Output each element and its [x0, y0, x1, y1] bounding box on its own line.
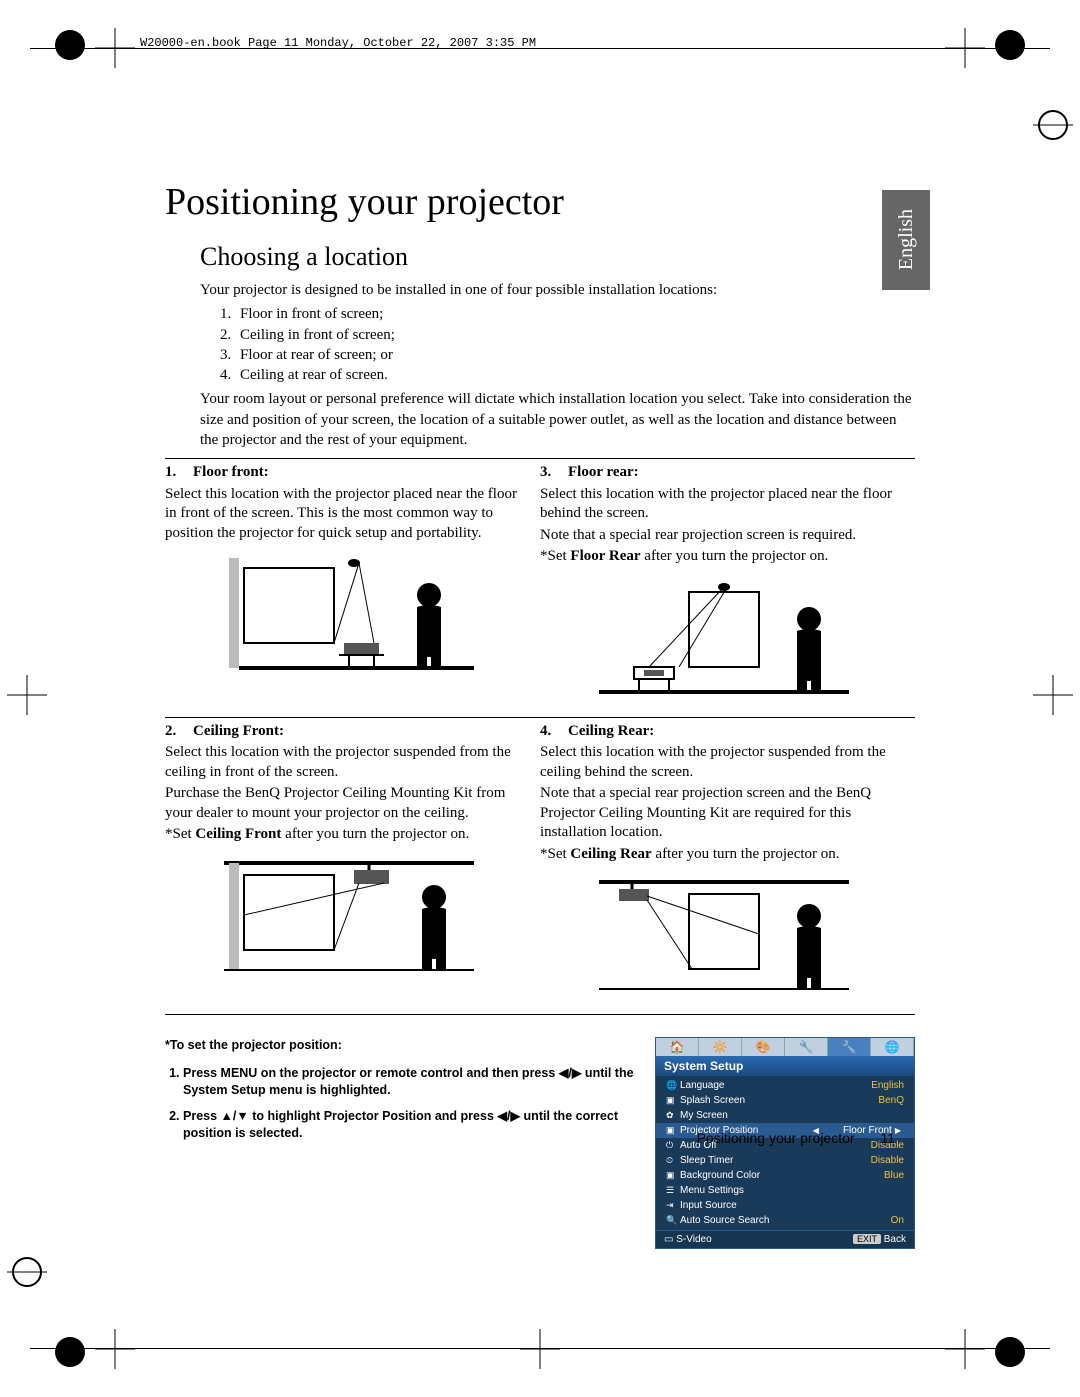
- osd-row: ⇥Input Source: [656, 1198, 914, 1213]
- osd-tab-icon: 🌐: [871, 1038, 914, 1056]
- regmark: [12, 680, 42, 710]
- loc-num: 4.: [540, 722, 568, 742]
- osd-tab-icon: 🏠: [656, 1038, 699, 1056]
- osd-tab-icon: 🔧: [785, 1038, 828, 1056]
- osd-tab-icon: 🎨: [742, 1038, 785, 1056]
- osd-tab-bar: 🏠 🔆 🎨 🔧 🔧 🌐: [656, 1038, 914, 1056]
- regmark: [100, 1334, 130, 1364]
- loc-note: *Set Ceiling Rear after you turn the pro…: [540, 845, 907, 865]
- regmark: [55, 30, 85, 60]
- osd-row: ▣Splash ScreenBenQ: [656, 1093, 914, 1108]
- diagram-ceiling-front: [165, 855, 532, 985]
- footer-section: Positioning your projector: [697, 1130, 855, 1146]
- diagram-ceiling-rear: [540, 874, 907, 1004]
- page-title: Positioning your projector: [165, 180, 915, 224]
- osd-row: 🌐LanguageEnglish: [656, 1078, 914, 1093]
- intro-lead: Your projector is designed to be install…: [200, 280, 915, 300]
- intro-list: Floor in front of screen; Ceiling in fro…: [220, 304, 915, 385]
- table-row: 1.Floor front: Select this location with…: [165, 459, 915, 718]
- footer-page-number: 11: [880, 1130, 895, 1146]
- regmark: [55, 1337, 85, 1367]
- regmark: [950, 1334, 980, 1364]
- intro-list-item: Ceiling in front of screen;: [235, 325, 915, 345]
- loc-num: 2.: [165, 722, 193, 742]
- osd-row: ▣Background ColorBlue: [656, 1168, 914, 1183]
- instruction-step: Press MENU on the projector or remote co…: [183, 1065, 635, 1100]
- section-title: Choosing a location: [200, 242, 915, 272]
- intro-list-item: Ceiling at rear of screen.: [235, 365, 915, 385]
- loc-label: Ceiling Front:: [193, 723, 284, 739]
- instructions-header: *To set the projector position:: [165, 1037, 635, 1055]
- osd-footer: ▭ S-Video EXIT Back: [656, 1230, 914, 1248]
- diagram-floor-rear: [540, 577, 907, 707]
- loc-body: Select this location with the projector …: [165, 485, 532, 544]
- location-cell-floor-rear: 3.Floor rear: Select this location with …: [540, 459, 915, 717]
- loc-body: Select this location with the projector …: [165, 743, 532, 782]
- osd-row: 🔍Auto Source SearchOn: [656, 1213, 914, 1228]
- regmark: [1038, 680, 1068, 710]
- locations-table: 1.Floor front: Select this location with…: [165, 458, 915, 1015]
- location-cell-ceiling-front: 2.Ceiling Front: Select this location wi…: [165, 718, 540, 1015]
- regmark: [1038, 110, 1068, 140]
- loc-extra: Note that a special rear projection scre…: [540, 526, 907, 546]
- intro-tail: Your room layout or personal preference …: [200, 389, 915, 450]
- crop-line-bottom: [30, 1348, 1050, 1349]
- osd-row: ✿My Screen: [656, 1108, 914, 1123]
- regmark: [995, 30, 1025, 60]
- intro-list-item: Floor in front of screen;: [235, 304, 915, 324]
- loc-num: 3.: [540, 463, 568, 483]
- loc-label: Floor rear:: [568, 464, 639, 480]
- diagram-floor-front: [165, 553, 532, 683]
- osd-row: ☰Menu Settings: [656, 1183, 914, 1198]
- book-header-meta: W20000-en.book Page 11 Monday, October 2…: [140, 36, 536, 50]
- osd-row: ⏲Sleep TimerDisable: [656, 1153, 914, 1168]
- loc-label: Ceiling Rear:: [568, 723, 654, 739]
- loc-note: *Set Ceiling Front after you turn the pr…: [165, 825, 532, 845]
- page-footer: Positioning your projector 11: [697, 1130, 895, 1146]
- loc-num: 1.: [165, 463, 193, 483]
- regmark: [525, 1334, 555, 1364]
- instruction-step: Press ▲/▼ to highlight Projector Positio…: [183, 1108, 635, 1143]
- regmark: [995, 1337, 1025, 1367]
- loc-extra: Note that a special rear projection scre…: [540, 784, 907, 843]
- osd-tab-icon: 🔧: [828, 1038, 871, 1056]
- osd-title: System Setup: [656, 1056, 914, 1076]
- table-row: 2.Ceiling Front: Select this location wi…: [165, 718, 915, 1016]
- location-cell-floor-front: 1.Floor front: Select this location with…: [165, 459, 540, 717]
- loc-body: Select this location with the projector …: [540, 743, 907, 782]
- loc-note: *Set Floor Rear after you turn the proje…: [540, 547, 907, 567]
- intro-list-item: Floor at rear of screen; or: [235, 345, 915, 365]
- osd-body: 🌐LanguageEnglish ▣Splash ScreenBenQ ✿My …: [656, 1076, 914, 1230]
- loc-extra: Purchase the BenQ Projector Ceiling Moun…: [165, 784, 532, 823]
- loc-label: Floor front:: [193, 464, 269, 480]
- loc-body: Select this location with the projector …: [540, 485, 907, 524]
- regmark: [12, 1257, 42, 1287]
- location-cell-ceiling-rear: 4.Ceiling Rear: Select this location wit…: [540, 718, 915, 1015]
- osd-tab-icon: 🔆: [699, 1038, 742, 1056]
